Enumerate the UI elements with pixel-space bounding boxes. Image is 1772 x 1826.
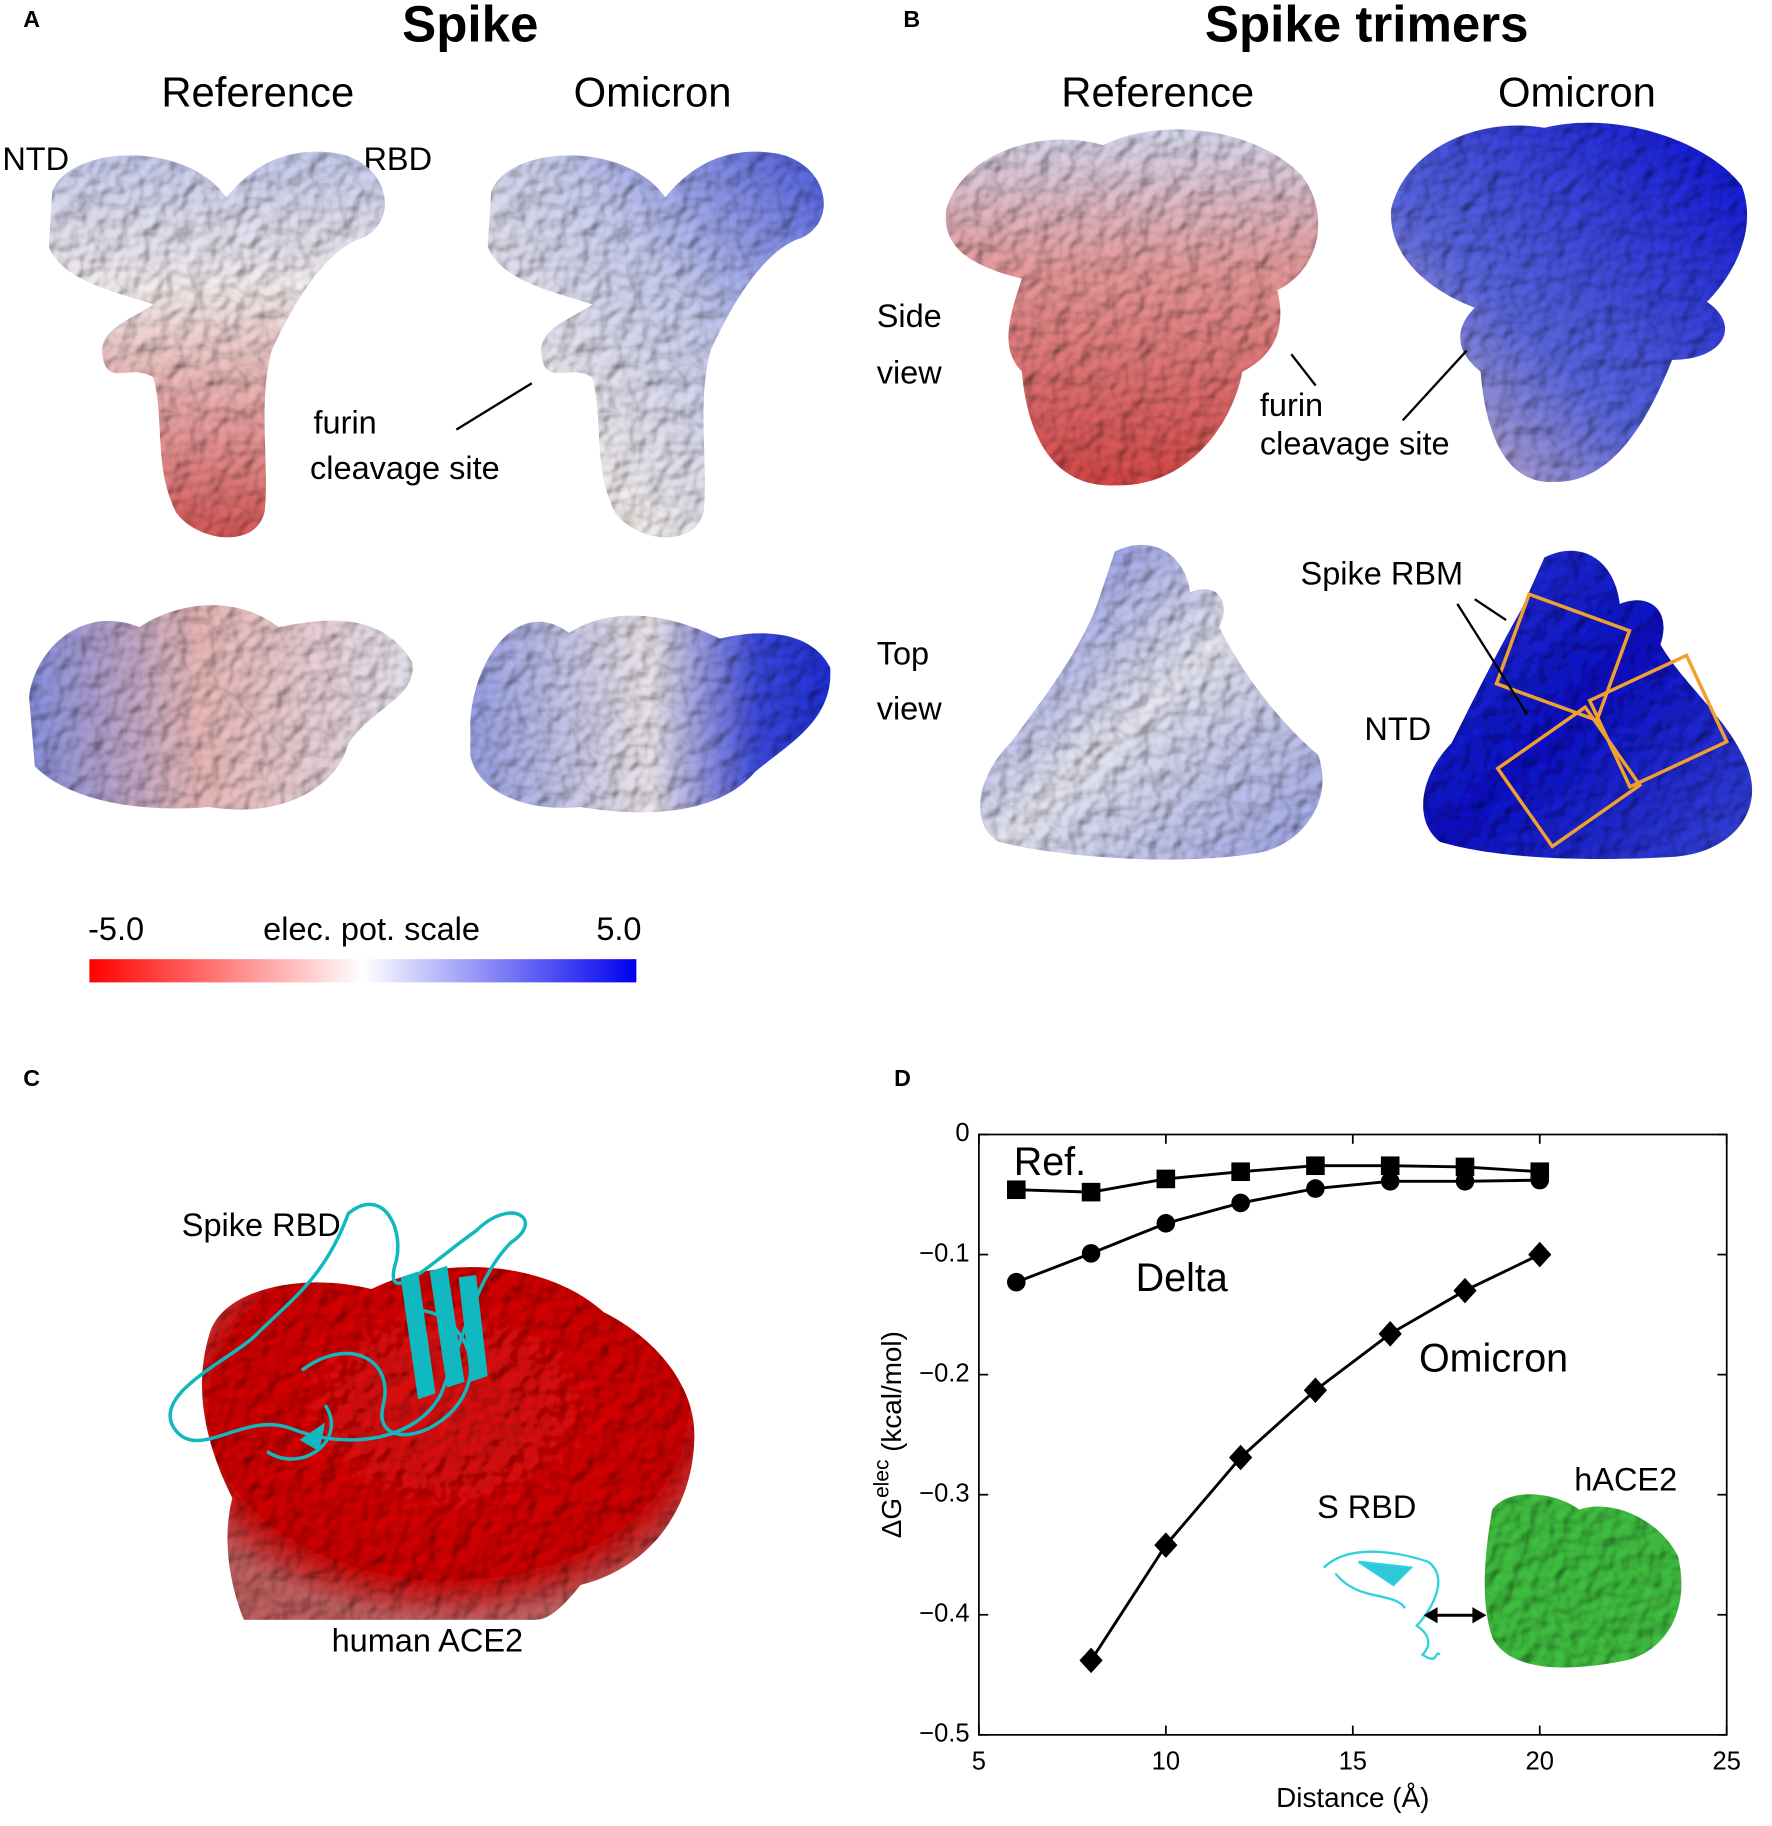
- view-label: view: [877, 690, 943, 726]
- panel-label: A: [23, 6, 40, 32]
- pointer-line: [1401, 349, 1468, 422]
- furin-label: cleavage site: [1260, 425, 1450, 461]
- marker: [1231, 1193, 1250, 1213]
- marker: [1528, 1241, 1552, 1268]
- x-tick-label: 5: [972, 1747, 986, 1775]
- x-tick-label: 10: [1152, 1747, 1180, 1775]
- y-tick-label: −0.5: [919, 1720, 969, 1748]
- spike-omicron-lower: [470, 615, 831, 813]
- panel-c: C Spike RBD human ACE2: [23, 1065, 695, 1659]
- rbm-boxes: [1494, 592, 1730, 849]
- ace2-surface: [201, 1266, 695, 1620]
- rbd-label: Spike RBD: [182, 1207, 341, 1243]
- marker: [1079, 1647, 1103, 1674]
- marker: [1006, 1272, 1026, 1292]
- x-tick-label: 15: [1339, 1747, 1367, 1775]
- column-header: Omicron: [1498, 68, 1656, 115]
- trimer-top-reference: [980, 544, 1323, 860]
- trimer-side-reference: [945, 129, 1319, 486]
- series-label: Delta: [1136, 1256, 1228, 1300]
- x-axis-label: Distance (Å): [1276, 1782, 1429, 1813]
- column-header: Reference: [161, 68, 354, 115]
- view-label: Side: [877, 298, 942, 334]
- y-tick-label: −0.3: [919, 1479, 969, 1507]
- panel-title: Spike trimers: [1205, 0, 1529, 52]
- x-tick-label: 25: [1713, 1747, 1741, 1775]
- rbd-label: RBD: [363, 141, 432, 177]
- marker: [1378, 1321, 1402, 1347]
- column-header: Omicron: [574, 68, 732, 115]
- marker: [1156, 1169, 1176, 1189]
- y-axis-label-part: (kcal/mol): [876, 1331, 907, 1459]
- colorbar: [89, 959, 637, 983]
- rbd-strands: [299, 1265, 488, 1452]
- marker: [1380, 1172, 1400, 1191]
- rbm-label: Spike RBM: [1301, 556, 1464, 592]
- pointer-line: [455, 382, 533, 431]
- series-line: [1015, 1178, 1540, 1284]
- marker: [1306, 1156, 1325, 1176]
- series-label: Ref.: [1014, 1140, 1086, 1184]
- y-tick-label: 0: [955, 1119, 969, 1147]
- column-header: Reference: [1061, 68, 1254, 115]
- pointer-line: [1474, 598, 1507, 622]
- inset-ace2: [1484, 1494, 1682, 1668]
- panel-label: B: [903, 6, 920, 32]
- marker: [1455, 1172, 1475, 1191]
- panel-b: B Spike trimers Reference Omicron Side v…: [877, 0, 1753, 860]
- panel-title: Spike: [402, 0, 538, 52]
- marker: [1006, 1180, 1026, 1200]
- ace2-label: human ACE2: [332, 1623, 524, 1659]
- ntd-label: NTD: [2, 141, 69, 177]
- marker: [1081, 1182, 1101, 1202]
- series-line: [1016, 1164, 1540, 1194]
- marker: [1154, 1532, 1178, 1558]
- trimer-side-omicron: [1390, 122, 1748, 483]
- inset-arrowheads: [1423, 1607, 1487, 1624]
- colorbar-max: 5.0: [596, 911, 641, 947]
- y-axis-label-part: ΔG: [876, 1498, 907, 1538]
- pointer-line: [1290, 353, 1317, 387]
- marker: [1303, 1377, 1328, 1404]
- marker: [1306, 1179, 1325, 1198]
- spike-omicron: [487, 151, 824, 538]
- panel-label: D: [894, 1065, 911, 1091]
- inset-rbd: [1322, 1550, 1441, 1660]
- y-axis-label: ΔGelec (kcal/mol): [870, 1331, 907, 1538]
- spike-reference-lower: [29, 605, 413, 810]
- furin-label: furin: [314, 405, 377, 441]
- marker: [1156, 1214, 1176, 1233]
- pointer-line: [1456, 603, 1528, 715]
- colorbar-title: elec. pot. scale: [263, 911, 480, 947]
- marker: [1530, 1170, 1550, 1190]
- ntd-label: NTD: [1364, 711, 1431, 747]
- marker: [1231, 1162, 1250, 1182]
- colorbar-min: -5.0: [88, 911, 144, 947]
- panel-a: A Spike Reference Omicron NTD RBD furin …: [2, 0, 831, 983]
- furin-label: cleavage site: [310, 450, 500, 486]
- x-tick-label: 20: [1526, 1747, 1554, 1775]
- marker: [1453, 1277, 1477, 1304]
- view-label: Top: [877, 636, 929, 672]
- marker: [1455, 1157, 1475, 1177]
- inset: S RBD hACE2: [1317, 1461, 1682, 1668]
- series-label: Omicron: [1419, 1336, 1568, 1380]
- series-line: [1089, 1253, 1541, 1662]
- y-tick-label: −0.2: [919, 1359, 969, 1387]
- spike-reference: [48, 151, 385, 538]
- y-tick-label: −0.1: [919, 1239, 969, 1267]
- y-tick-label: −0.4: [919, 1600, 969, 1628]
- furin-label: furin: [1260, 387, 1323, 423]
- inset-label: hACE2: [1574, 1461, 1677, 1497]
- marker: [1380, 1156, 1400, 1176]
- panel-label: C: [23, 1065, 40, 1091]
- marker: [1229, 1444, 1253, 1471]
- panel-d: D S RBD hACE2 5 10 15 20 25 −0.5 −0.4 −0.3 −0.2 −…: [870, 1065, 1741, 1813]
- view-label: view: [877, 355, 943, 391]
- marker: [1081, 1244, 1101, 1263]
- y-axis-label-part: elec: [870, 1460, 893, 1498]
- inset-label: S RBD: [1317, 1489, 1416, 1525]
- trimer-top-omicron: [1423, 550, 1753, 860]
